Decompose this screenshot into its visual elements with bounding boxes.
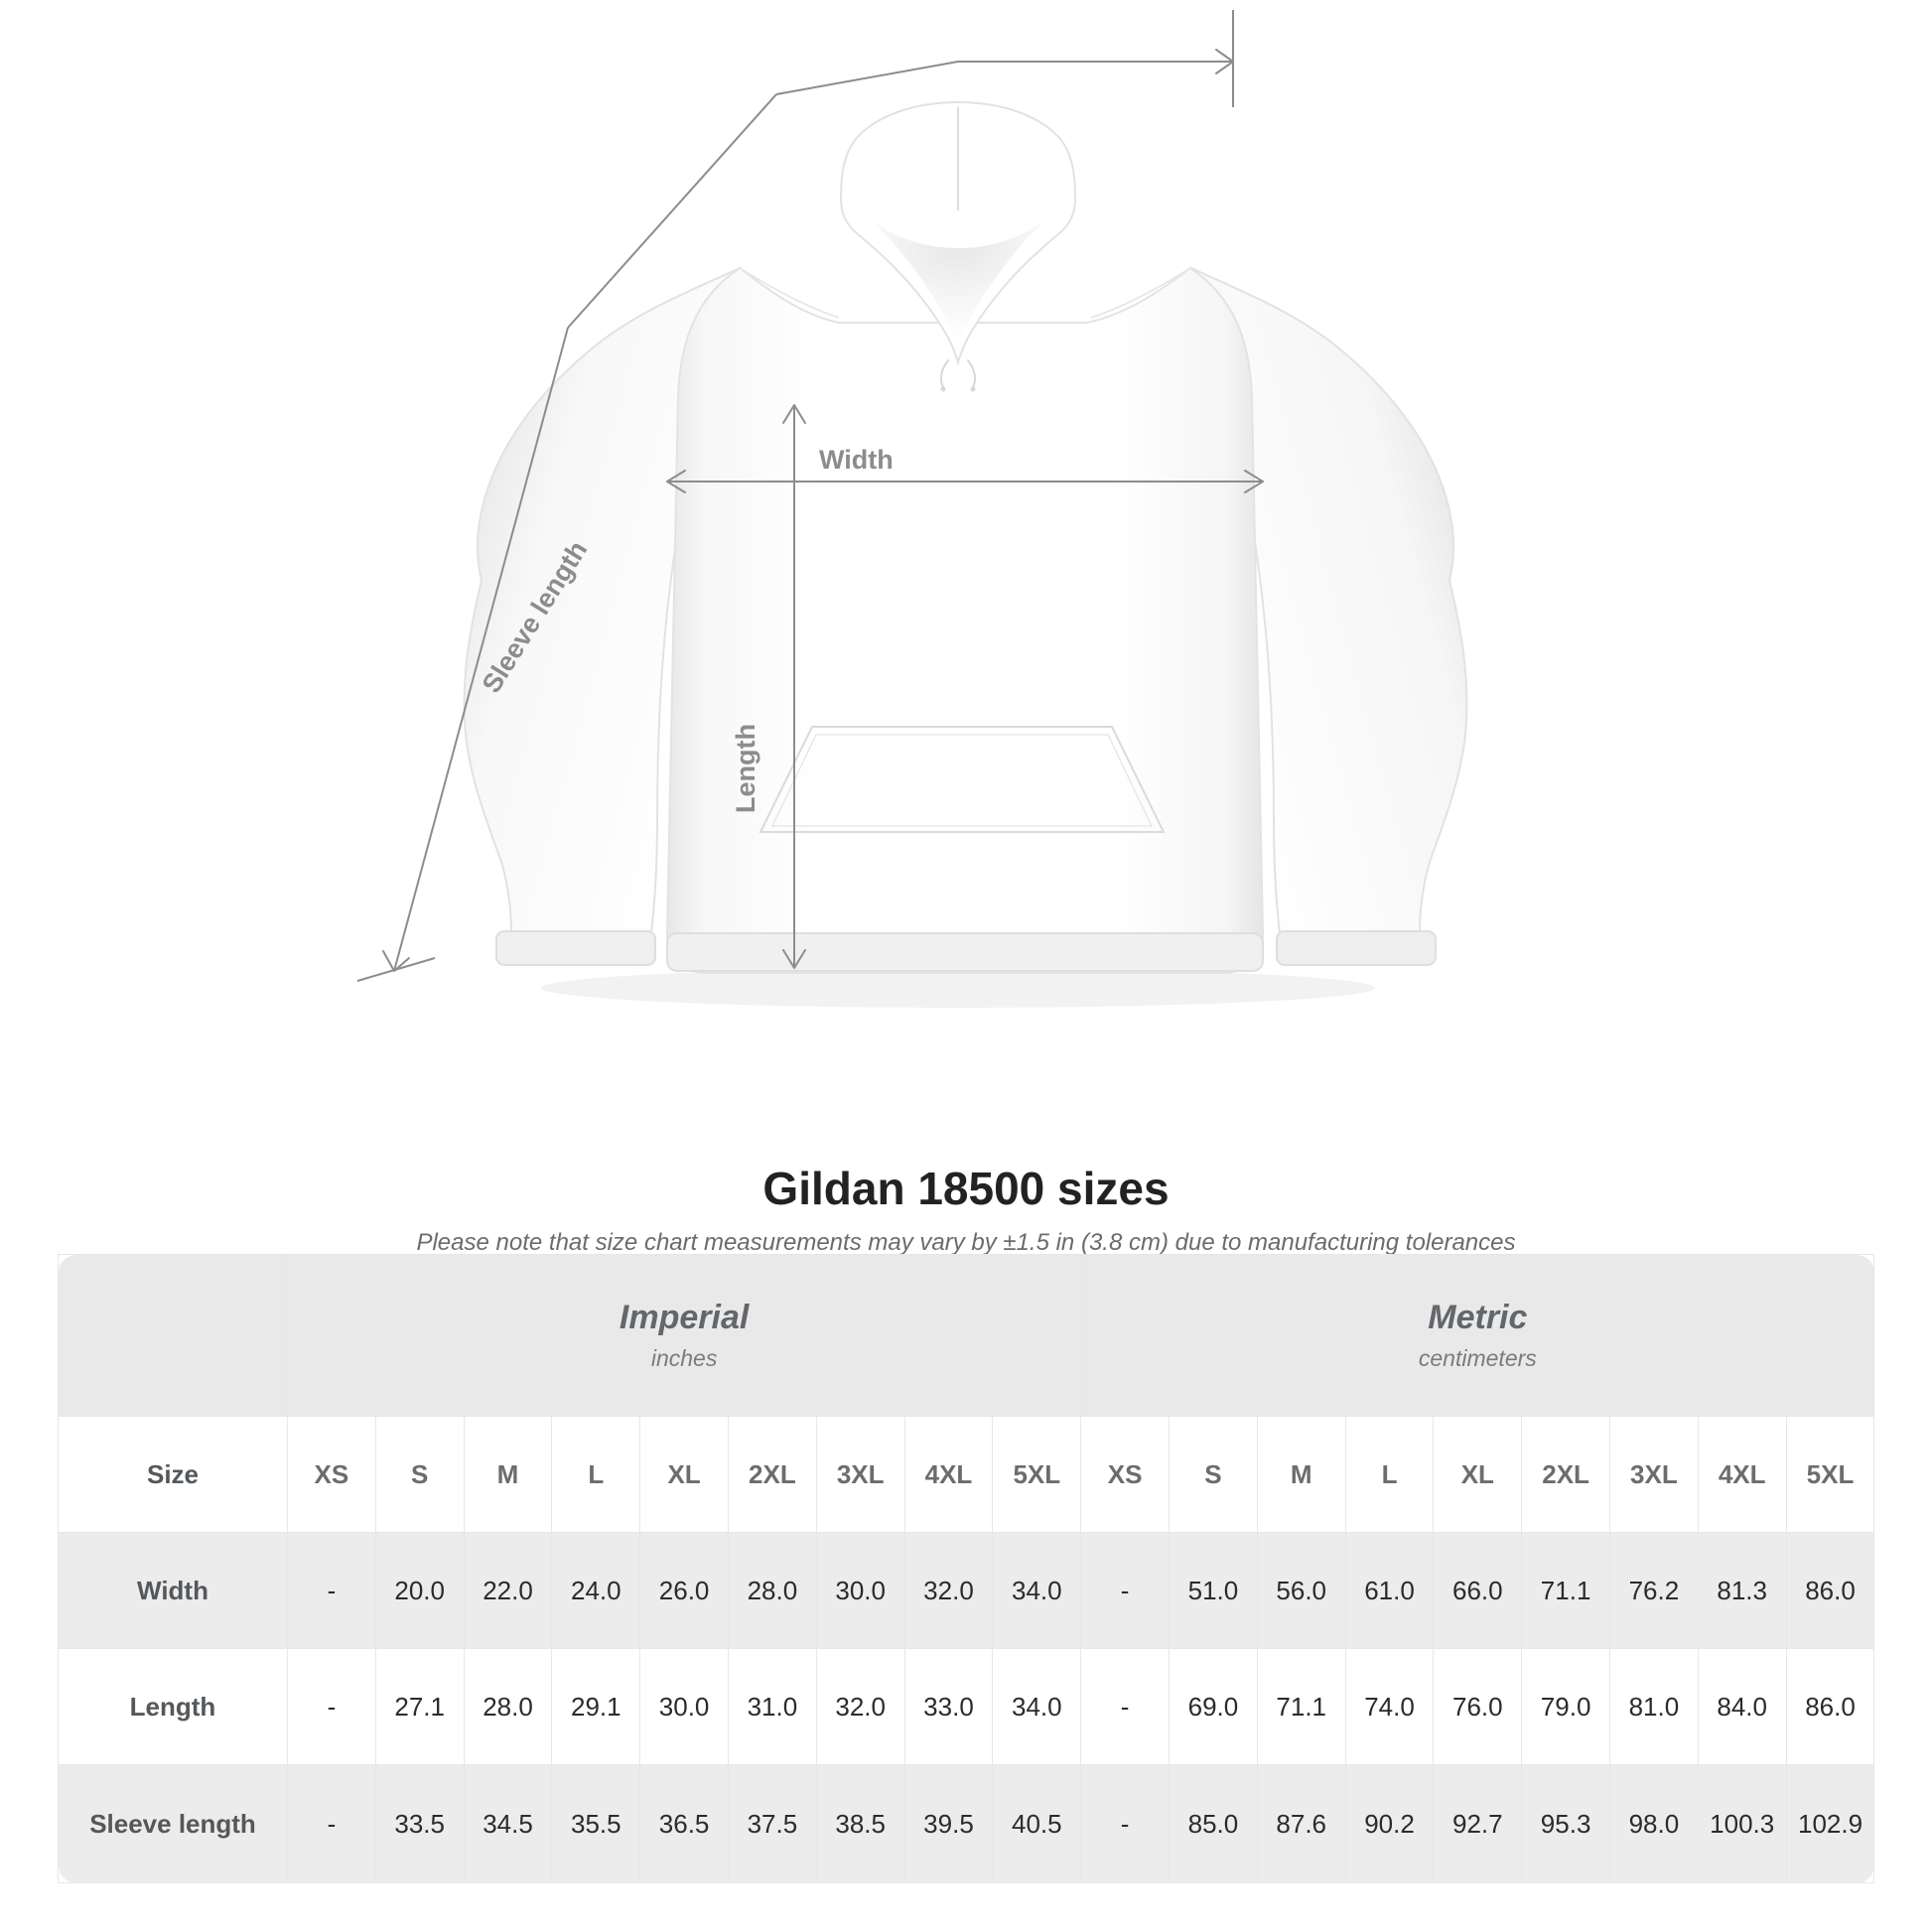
svg-text:Length: Length [731,724,760,813]
svg-text:Width: Width [819,445,894,475]
